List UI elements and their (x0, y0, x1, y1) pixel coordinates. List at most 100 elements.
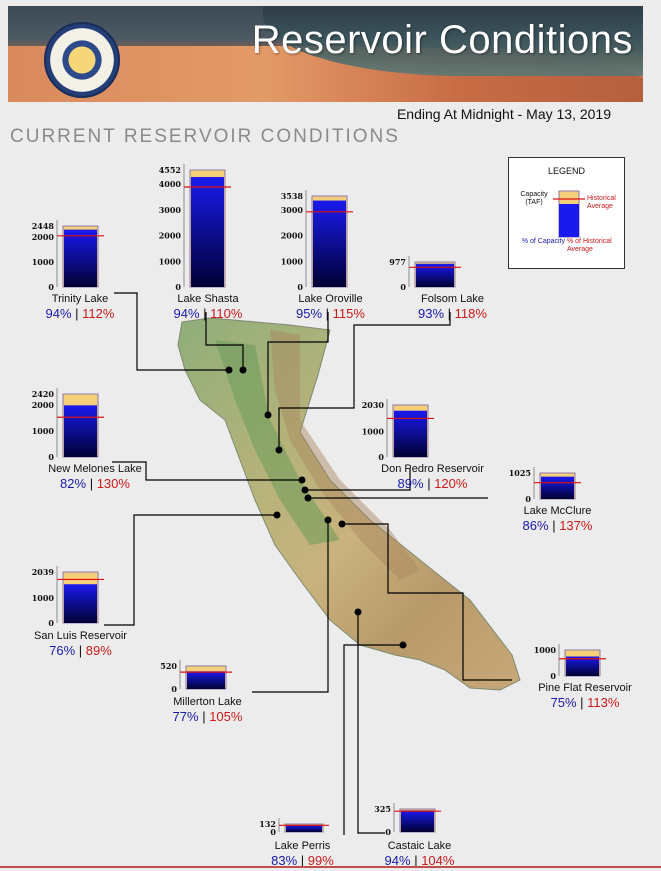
lake-perris-percentages: 83% | 99% (245, 853, 360, 868)
castaic-lake-storage-bar (401, 810, 434, 832)
dwr-seal-logo (44, 22, 120, 98)
new-melones-lake-name: New Melones Lake (48, 463, 142, 475)
castaic-lake-name: Castaic Lake (387, 840, 452, 852)
millerton-lake-pct-historical: 105% (209, 709, 243, 724)
lake-mcclure-tick-label: 0 (525, 494, 531, 504)
lake-perris-pct-historical: 99% (307, 853, 334, 868)
folsom-lake-storage-bar (416, 263, 454, 287)
san-luis-reservoir-pct-capacity: 76% (49, 643, 76, 658)
section-title: CURRENT RESERVOIR CONDITIONS (10, 126, 400, 147)
folsom-lake-percentages: 93% | 118% (400, 306, 505, 321)
page-title: Reservoir Conditions (251, 18, 633, 62)
lake-perris-tick-label: 0 (270, 827, 276, 837)
legend: LEGEND Capacity (TAF) Historical Average… (508, 157, 625, 269)
lake-shasta-tick-label: 1000 (159, 256, 182, 266)
trinity-lake-pct-capacity: 94% (45, 306, 72, 321)
pine-flat-reservoir-tick-label: 1000 (534, 645, 557, 655)
lake-oroville-pct-historical: 115% (332, 306, 365, 321)
separator: | (576, 695, 588, 710)
legend-title: LEGEND (547, 166, 585, 176)
san-luis-reservoir-name: San Luis Reservoir (34, 630, 127, 642)
bottom-divider (0, 866, 661, 868)
don-pedro-reservoir-pct-capacity: 89% (397, 476, 424, 491)
folsom-lake-name: Folsom Lake (421, 293, 484, 305)
new-melones-lake-tick-label: 1000 (32, 426, 55, 436)
lake-perris-pct-capacity: 83% (271, 853, 298, 868)
millerton-lake-percentages: 77% | 105% (150, 709, 265, 724)
san-luis-reservoir-percentages: 76% | 89% (28, 643, 133, 658)
trinity-lake-percentages: 94% | 112% (35, 306, 125, 321)
lake-oroville-name: Lake Oroville (298, 293, 363, 305)
castaic-lake-tick-label: 325 (374, 804, 391, 814)
separator: | (75, 643, 86, 658)
lake-shasta-name: Lake Shasta (177, 293, 239, 305)
lake-mcclure-pct-historical: 137% (559, 518, 593, 533)
separator: | (297, 853, 308, 868)
separator: | (198, 709, 210, 724)
new-melones-lake-pct-historical: 130% (96, 476, 130, 491)
lake-oroville-pct-capacity: 95% (296, 306, 323, 321)
new-melones-lake-storage-bar (64, 405, 97, 457)
lake-oroville-percentages: 95% | 115% (283, 306, 378, 321)
lake-shasta-percentages: 94% | 110% (158, 306, 258, 321)
millerton-lake-pct-capacity: 77% (172, 709, 199, 724)
folsom-lake-tick-label: 977 (389, 257, 406, 267)
san-luis-reservoir-tick-label: 0 (48, 618, 54, 628)
castaic-lake-pct-capacity: 94% (384, 853, 411, 868)
san-luis-reservoir-storage-bar (64, 584, 97, 623)
new-melones-lake-tick-label: 2420 (32, 389, 55, 399)
pine-flat-reservoir-pct-capacity: 75% (550, 695, 577, 710)
lake-oroville-tick-label: 3000 (281, 205, 304, 215)
lake-oroville-tick-label: 3538 (281, 191, 304, 201)
san-luis-reservoir-tick-label: 1000 (32, 593, 55, 603)
legend-historical-label: Historical Average (587, 195, 616, 210)
folsom-lake-pct-historical: 118% (454, 306, 487, 321)
lake-oroville-tick-label: 1000 (281, 256, 304, 266)
separator: | (410, 853, 422, 868)
header-banner: Reservoir Conditions (8, 6, 643, 102)
separator: | (322, 306, 333, 321)
reservoir-markers (225, 366, 407, 649)
lake-oroville-tick-label: 2000 (281, 231, 304, 241)
trinity-lake-name: Trinity Lake (51, 293, 109, 305)
separator: | (199, 306, 211, 321)
report-date: Ending At Midnight - May 13, 2019 (396, 106, 611, 122)
pine-flat-reservoir-pct-historical: 113% (587, 695, 620, 710)
separator: | (86, 476, 97, 491)
separator: | (71, 306, 83, 321)
trinity-lake-pct-historical: 112% (82, 306, 115, 321)
trinity-lake-tick-label: 1000 (32, 257, 55, 267)
lake-oroville-tick-label: 0 (297, 282, 303, 292)
new-melones-lake-tick-label: 0 (48, 452, 54, 462)
millerton-lake-tick-label: 0 (171, 684, 177, 694)
separator: | (444, 306, 455, 321)
don-pedro-reservoir-percentages: 89% | 120% (370, 476, 495, 491)
lake-shasta-tick-label: 4000 (159, 179, 182, 189)
pine-flat-reservoir-name: Pine Flat Reservoir (538, 682, 632, 694)
separator: | (423, 476, 435, 491)
lake-shasta-pct-capacity: 94% (173, 306, 200, 321)
lake-shasta-tick-label: 4552 (159, 165, 181, 175)
trinity-lake-tick-label: 2448 (32, 221, 55, 231)
lake-shasta-tick-label: 0 (175, 282, 181, 292)
lake-oroville-storage-bar (313, 200, 346, 287)
pine-flat-reservoir-percentages: 75% | 113% (525, 695, 645, 710)
lake-shasta-tick-label: 3000 (159, 205, 182, 215)
lake-mcclure-tick-label: 1025 (509, 468, 531, 478)
don-pedro-reservoir-tick-label: 0 (378, 452, 384, 462)
legend-pct-hist-label: % of Historical Average (567, 238, 612, 253)
trinity-lake-storage-bar (64, 229, 97, 287)
trinity-lake-tick-label: 0 (48, 282, 54, 292)
new-melones-lake-tick-label: 2000 (32, 400, 55, 410)
don-pedro-reservoir-name: Don Pedro Reservoir (381, 463, 484, 475)
